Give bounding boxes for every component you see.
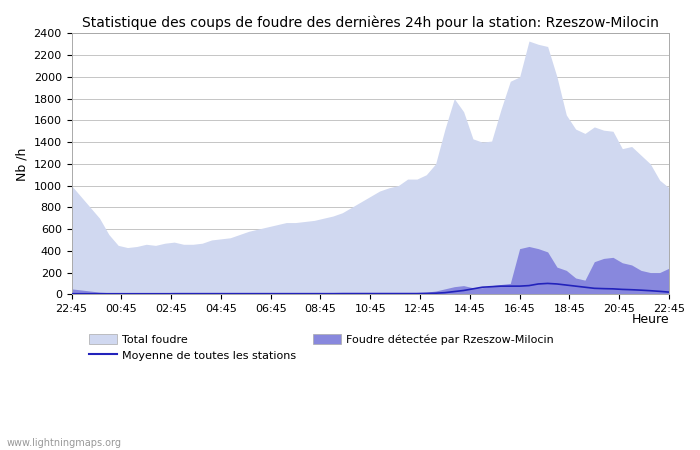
Title: Statistique des coups de foudre des dernières 24h pour la station: Rzeszow-Miloc: Statistique des coups de foudre des dern… xyxy=(82,15,659,30)
Y-axis label: Nb /h: Nb /h xyxy=(15,147,28,180)
Legend: Total foudre, Moyenne de toutes les stations, Foudre détectée par Rzeszow-Miloci: Total foudre, Moyenne de toutes les stat… xyxy=(89,334,554,361)
Text: Heure: Heure xyxy=(631,313,669,325)
Text: www.lightningmaps.org: www.lightningmaps.org xyxy=(7,438,122,448)
